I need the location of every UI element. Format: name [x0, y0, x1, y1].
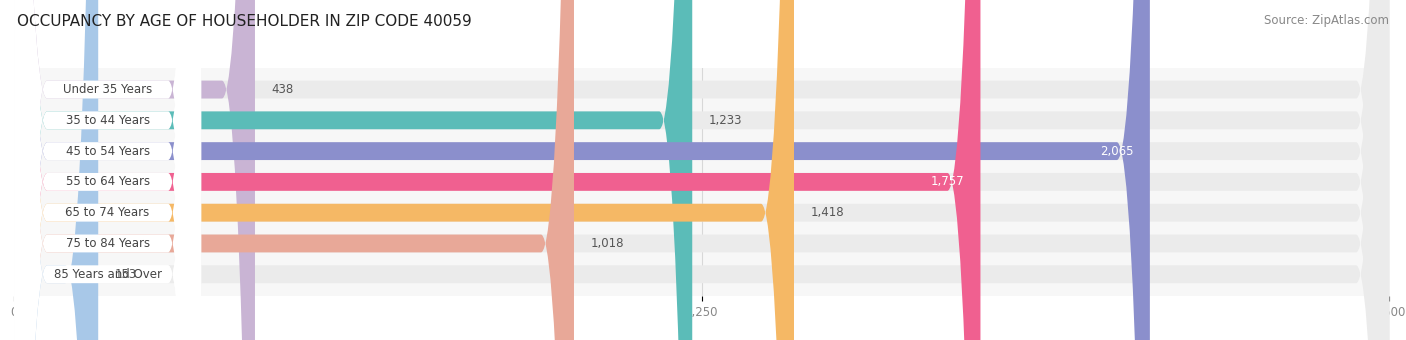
Text: 75 to 84 Years: 75 to 84 Years — [66, 237, 149, 250]
FancyBboxPatch shape — [14, 0, 201, 340]
Text: 438: 438 — [271, 83, 294, 96]
FancyBboxPatch shape — [14, 0, 794, 340]
FancyBboxPatch shape — [14, 0, 201, 340]
FancyBboxPatch shape — [14, 0, 201, 340]
FancyBboxPatch shape — [14, 0, 201, 340]
Text: 85 Years and Over: 85 Years and Over — [53, 268, 162, 281]
FancyBboxPatch shape — [14, 0, 1389, 340]
Text: 1,418: 1,418 — [810, 206, 844, 219]
FancyBboxPatch shape — [14, 0, 1389, 340]
FancyBboxPatch shape — [14, 0, 1389, 340]
FancyBboxPatch shape — [14, 0, 201, 340]
Text: Source: ZipAtlas.com: Source: ZipAtlas.com — [1264, 14, 1389, 27]
FancyBboxPatch shape — [14, 0, 201, 340]
FancyBboxPatch shape — [14, 0, 201, 340]
FancyBboxPatch shape — [14, 0, 201, 340]
FancyBboxPatch shape — [14, 0, 201, 340]
Text: 1,233: 1,233 — [709, 114, 742, 127]
FancyBboxPatch shape — [14, 0, 574, 340]
Text: Under 35 Years: Under 35 Years — [63, 83, 152, 96]
FancyBboxPatch shape — [14, 0, 201, 340]
FancyBboxPatch shape — [14, 0, 201, 340]
FancyBboxPatch shape — [14, 0, 1389, 340]
FancyBboxPatch shape — [14, 0, 1150, 340]
FancyBboxPatch shape — [14, 0, 98, 340]
Text: 45 to 54 Years: 45 to 54 Years — [66, 144, 149, 158]
Text: 2,065: 2,065 — [1099, 144, 1133, 158]
FancyBboxPatch shape — [14, 0, 980, 340]
FancyBboxPatch shape — [14, 0, 692, 340]
Text: 35 to 44 Years: 35 to 44 Years — [66, 114, 149, 127]
FancyBboxPatch shape — [14, 0, 201, 340]
FancyBboxPatch shape — [14, 0, 1389, 340]
Text: 153: 153 — [115, 268, 136, 281]
Text: 1,757: 1,757 — [931, 175, 965, 188]
Text: 1,018: 1,018 — [591, 237, 624, 250]
FancyBboxPatch shape — [14, 0, 254, 340]
Text: 65 to 74 Years: 65 to 74 Years — [66, 206, 149, 219]
FancyBboxPatch shape — [14, 0, 1389, 340]
Text: 55 to 64 Years: 55 to 64 Years — [66, 175, 149, 188]
FancyBboxPatch shape — [14, 0, 201, 340]
Text: OCCUPANCY BY AGE OF HOUSEHOLDER IN ZIP CODE 40059: OCCUPANCY BY AGE OF HOUSEHOLDER IN ZIP C… — [17, 14, 471, 29]
FancyBboxPatch shape — [14, 0, 201, 340]
FancyBboxPatch shape — [14, 0, 1389, 340]
